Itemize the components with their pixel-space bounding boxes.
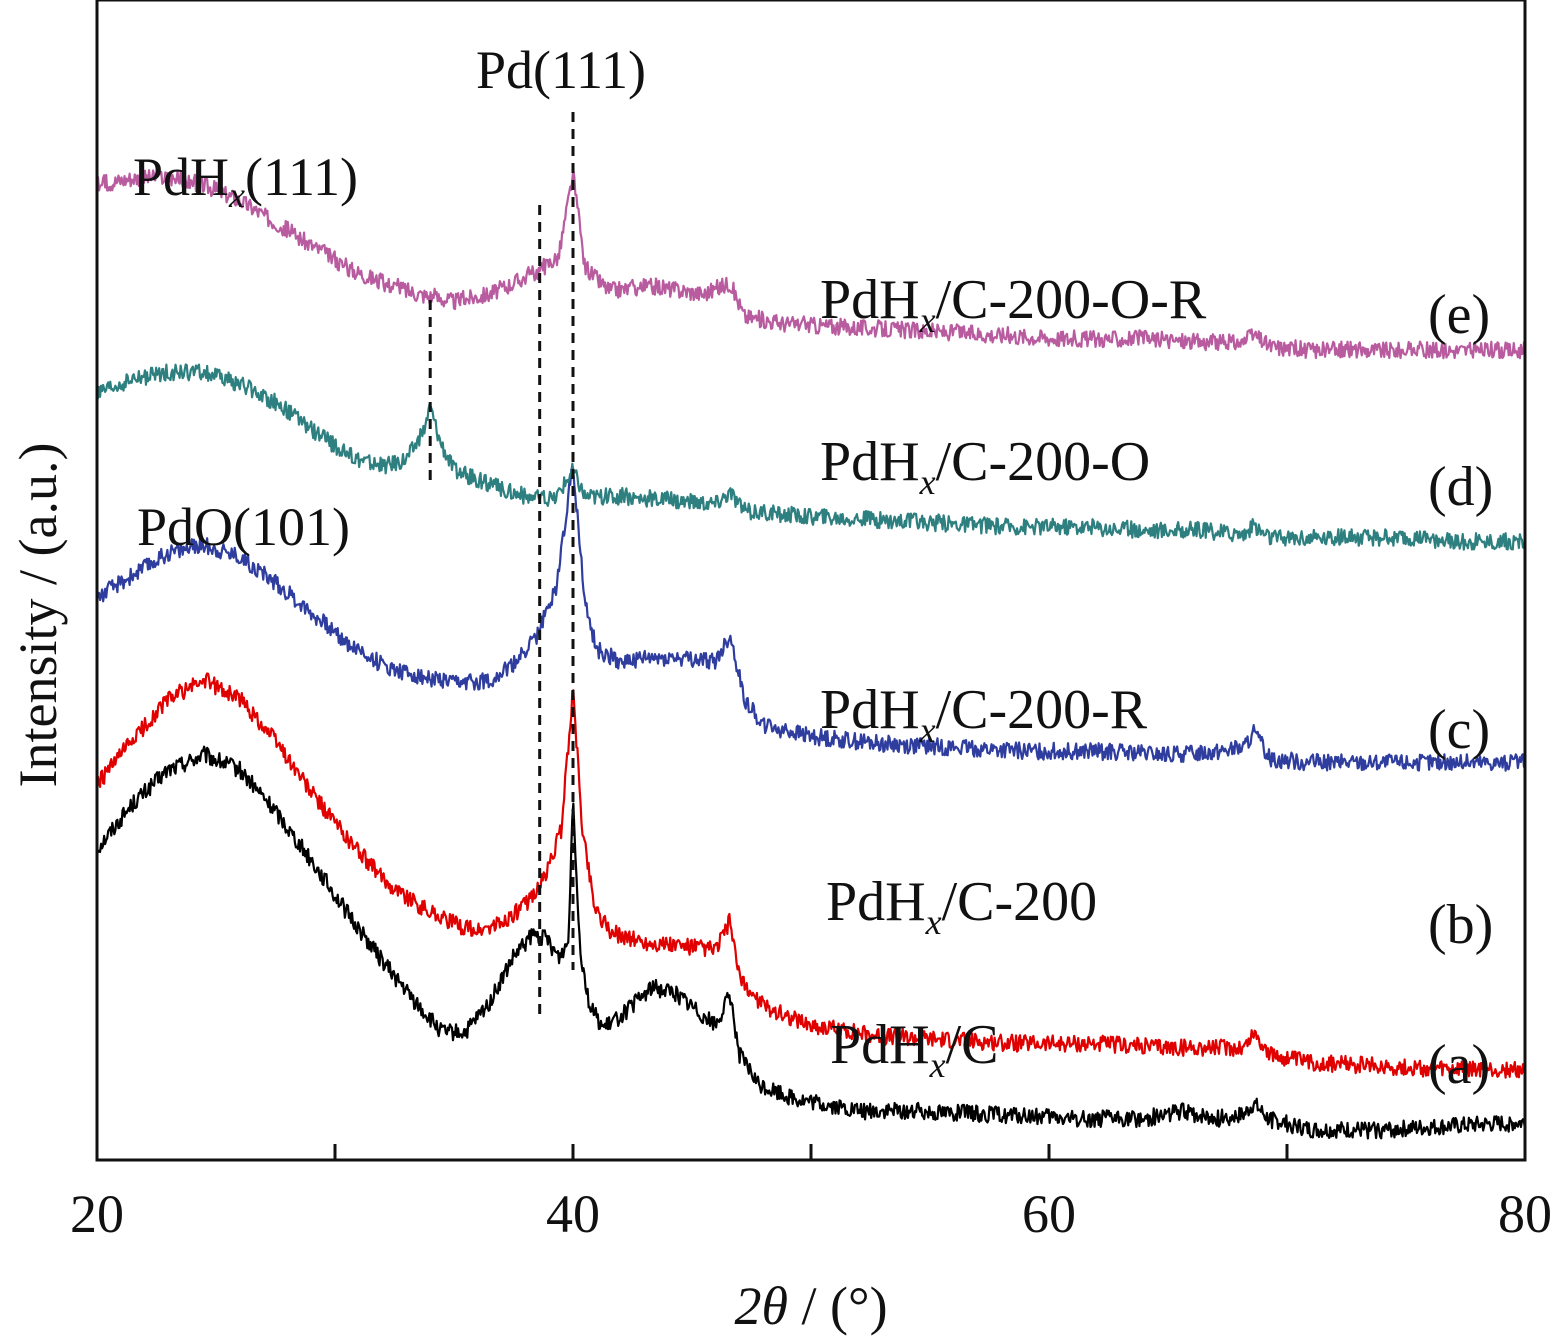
series-tag-b: (b) — [1428, 894, 1493, 956]
series-tag-d: (d) — [1428, 456, 1493, 518]
y-axis-title: Intensity / (a.u.) — [8, 443, 68, 788]
series-line-b — [95, 672, 1526, 1079]
series-label-a: PdHx/C — [830, 1014, 999, 1085]
series-label-e: PdHx/C-200-O-R — [820, 269, 1207, 340]
x-tick-label: 60 — [1022, 1184, 1076, 1244]
series-tag-a: (a) — [1428, 1034, 1490, 1096]
annotation-pdo101: PdO(101) — [137, 497, 350, 557]
series-line-c — [95, 467, 1527, 772]
series-label-b: PdHx/C-200 — [826, 871, 1097, 942]
reference-lines — [428, 112, 575, 1018]
x-tick-label: 20 — [70, 1184, 124, 1244]
series-tag-c: (c) — [1428, 699, 1490, 761]
series-line-a — [96, 745, 1527, 1140]
series-line-e — [95, 168, 1527, 360]
annotation-pd111: Pd(111) — [476, 40, 646, 100]
annotation-pdhx111: PdHx(111) — [133, 147, 358, 215]
series-layer — [95, 168, 1527, 1140]
x-tick-label: 40 — [546, 1184, 600, 1244]
series-tag-e: (e) — [1428, 284, 1490, 346]
series-label-c: PdHx/C-200-R — [820, 679, 1148, 750]
x-tick-label: 80 — [1498, 1184, 1552, 1244]
x-axis-ticks: 20 40 60 80 — [70, 1144, 1552, 1244]
series-label-d: PdHx/C-200-O — [820, 431, 1150, 502]
series-labels: PdHx/C-200-O-R PdHx/C-200-O PdHx/C-200-R… — [820, 269, 1493, 1096]
series-line-d — [96, 363, 1527, 551]
x-axis-title: 2θ / (°) — [734, 1276, 887, 1336]
peak-annotations: Pd(111) PdHx(111) PdO(101) — [133, 40, 646, 557]
